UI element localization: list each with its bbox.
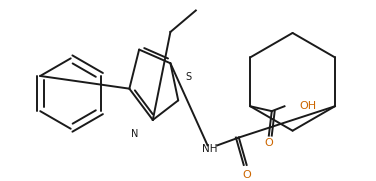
Text: NH: NH: [202, 144, 217, 154]
Text: O: O: [264, 138, 273, 148]
Text: S: S: [185, 72, 191, 82]
Text: N: N: [130, 129, 138, 139]
Text: O: O: [242, 170, 251, 180]
Text: OH: OH: [299, 101, 316, 111]
